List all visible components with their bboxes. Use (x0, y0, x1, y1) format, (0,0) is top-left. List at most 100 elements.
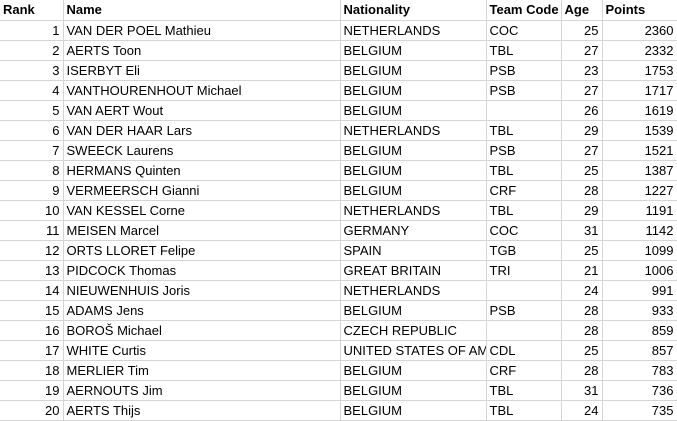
age-cell[interactable]: 29 (561, 120, 603, 141)
points-cell[interactable]: 933 (602, 300, 677, 321)
team-code-cell[interactable]: PSB (486, 80, 562, 101)
age-cell[interactable]: 26 (561, 100, 603, 121)
nationality-cell[interactable]: GERMANY (340, 220, 487, 241)
rank-cell[interactable]: 12 (0, 240, 64, 261)
team-code-cell[interactable]: TBL (486, 400, 562, 421)
nationality-cell[interactable]: NETHERLANDS (340, 200, 487, 221)
age-cell[interactable]: 23 (561, 60, 603, 81)
nationality-cell[interactable]: BELGIUM (340, 60, 487, 81)
rank-cell[interactable]: 5 (0, 100, 64, 121)
age-cell[interactable]: 27 (561, 140, 603, 161)
age-cell[interactable]: 28 (561, 320, 603, 341)
nationality-cell[interactable]: BELGIUM (340, 140, 487, 161)
team-code-cell[interactable]: CRF (486, 180, 562, 201)
name-cell[interactable]: VAN AERT Wout (63, 100, 341, 121)
rank-cell[interactable]: 15 (0, 300, 64, 321)
points-cell[interactable]: 1539 (602, 120, 677, 141)
points-cell[interactable]: 736 (602, 380, 677, 401)
age-cell[interactable]: 27 (561, 80, 603, 101)
points-cell[interactable]: 1099 (602, 240, 677, 261)
team-code-cell[interactable]: TBL (486, 160, 562, 181)
team-code-cell[interactable] (486, 100, 562, 121)
name-cell[interactable]: BOROŠ Michael (63, 320, 341, 341)
nationality-cell[interactable]: CZECH REPUBLIC (340, 320, 487, 341)
nationality-cell[interactable]: NETHERLANDS (340, 20, 487, 41)
header-nationality-cell[interactable]: Nationality (340, 0, 487, 21)
nationality-cell[interactable]: GREAT BRITAIN (340, 260, 487, 281)
rank-cell[interactable]: 1 (0, 20, 64, 41)
team-code-cell[interactable]: PSB (486, 140, 562, 161)
nationality-cell[interactable]: NETHERLANDS (340, 120, 487, 141)
rank-cell[interactable]: 20 (0, 400, 64, 421)
age-cell[interactable]: 28 (561, 300, 603, 321)
rank-cell[interactable]: 9 (0, 180, 64, 201)
points-cell[interactable]: 783 (602, 360, 677, 381)
name-cell[interactable]: ADAMS Jens (63, 300, 341, 321)
age-cell[interactable]: 21 (561, 260, 603, 281)
team-code-cell[interactable]: COC (486, 20, 562, 41)
name-cell[interactable]: PIDCOCK Thomas (63, 260, 341, 281)
points-cell[interactable]: 857 (602, 340, 677, 361)
points-cell[interactable]: 2360 (602, 20, 677, 41)
name-cell[interactable]: HERMANS Quinten (63, 160, 341, 181)
name-cell[interactable]: NIEUWENHUIS Joris (63, 280, 341, 301)
rank-cell[interactable]: 14 (0, 280, 64, 301)
team-code-cell[interactable] (486, 320, 562, 341)
nationality-cell[interactable]: BELGIUM (340, 80, 487, 101)
nationality-cell[interactable]: SPAIN (340, 240, 487, 261)
nationality-cell[interactable]: BELGIUM (340, 400, 487, 421)
age-cell[interactable]: 25 (561, 20, 603, 41)
team-code-cell[interactable]: TBL (486, 380, 562, 401)
rank-cell[interactable]: 17 (0, 340, 64, 361)
team-code-cell[interactable]: TBL (486, 40, 562, 61)
name-cell[interactable]: AERTS Toon (63, 40, 341, 61)
team-code-cell[interactable]: CRF (486, 360, 562, 381)
age-cell[interactable]: 27 (561, 40, 603, 61)
rank-cell[interactable]: 11 (0, 220, 64, 241)
nationality-cell[interactable]: UNITED STATES OF AME (340, 340, 487, 361)
points-cell[interactable]: 1006 (602, 260, 677, 281)
nationality-cell[interactable]: BELGIUM (340, 100, 487, 121)
points-cell[interactable]: 1753 (602, 60, 677, 81)
age-cell[interactable]: 24 (561, 400, 603, 421)
team-code-cell[interactable]: TGB (486, 240, 562, 261)
age-cell[interactable]: 28 (561, 180, 603, 201)
points-cell[interactable]: 1521 (602, 140, 677, 161)
age-cell[interactable]: 25 (561, 160, 603, 181)
header-name-cell[interactable]: Name (63, 0, 341, 21)
rank-cell[interactable]: 18 (0, 360, 64, 381)
team-code-cell[interactable]: TBL (486, 120, 562, 141)
team-code-cell[interactable]: PSB (486, 60, 562, 81)
rank-cell[interactable]: 16 (0, 320, 64, 341)
nationality-cell[interactable]: BELGIUM (340, 160, 487, 181)
rank-cell[interactable]: 19 (0, 380, 64, 401)
header-rank-cell[interactable]: Rank (0, 0, 64, 21)
age-cell[interactable]: 29 (561, 200, 603, 221)
name-cell[interactable]: WHITE Curtis (63, 340, 341, 361)
age-cell[interactable]: 28 (561, 360, 603, 381)
rank-cell[interactable]: 6 (0, 120, 64, 141)
nationality-cell[interactable]: BELGIUM (340, 300, 487, 321)
points-cell[interactable]: 1191 (602, 200, 677, 221)
name-cell[interactable]: MEISEN Marcel (63, 220, 341, 241)
header-points-cell[interactable]: Points (602, 0, 677, 21)
header-team-code-cell[interactable]: Team Code (486, 0, 562, 21)
points-cell[interactable]: 735 (602, 400, 677, 421)
points-cell[interactable]: 859 (602, 320, 677, 341)
points-cell[interactable]: 1717 (602, 80, 677, 101)
points-cell[interactable]: 1387 (602, 160, 677, 181)
age-cell[interactable]: 25 (561, 240, 603, 261)
nationality-cell[interactable]: BELGIUM (340, 180, 487, 201)
team-code-cell[interactable]: TRI (486, 260, 562, 281)
points-cell[interactable]: 2332 (602, 40, 677, 61)
rank-cell[interactable]: 3 (0, 60, 64, 81)
nationality-cell[interactable]: BELGIUM (340, 360, 487, 381)
team-code-cell[interactable] (486, 280, 562, 301)
points-cell[interactable]: 1619 (602, 100, 677, 121)
name-cell[interactable]: VAN KESSEL Corne (63, 200, 341, 221)
rank-cell[interactable]: 7 (0, 140, 64, 161)
header-age-cell[interactable]: Age (561, 0, 603, 21)
nationality-cell[interactable]: BELGIUM (340, 380, 487, 401)
age-cell[interactable]: 31 (561, 220, 603, 241)
name-cell[interactable]: MERLIER Tim (63, 360, 341, 381)
